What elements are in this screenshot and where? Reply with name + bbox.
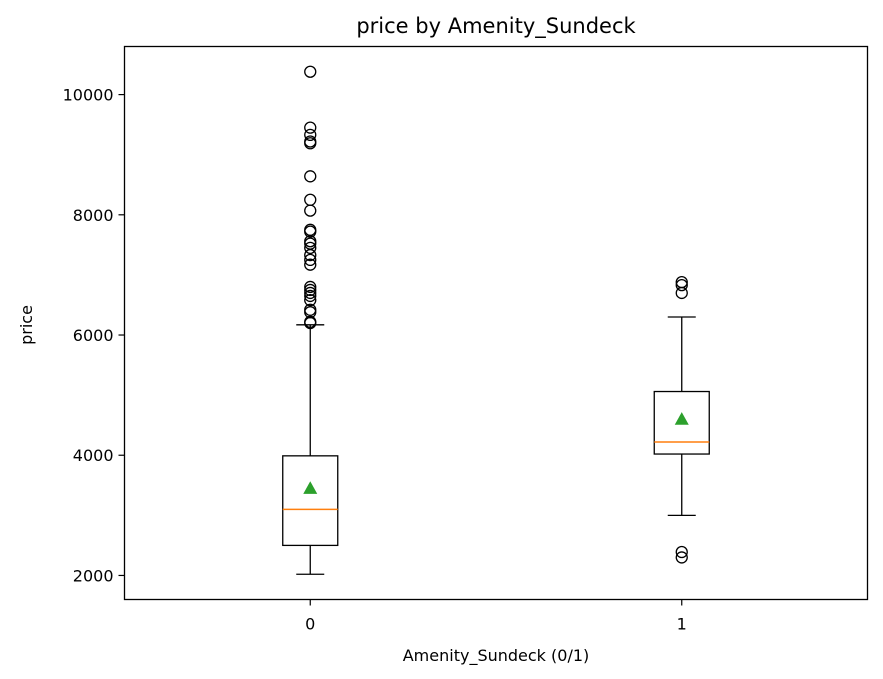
outlier-point [304,280,317,294]
y-tick-label: 4000 [73,446,114,465]
plot-area [282,65,710,575]
outlier-point [675,545,688,559]
iqr-box [282,455,339,547]
x-axis-label: Amenity_Sundeck (0/1) [403,646,590,666]
outlier-point [675,278,688,292]
outlier-point [304,128,317,142]
outlier-point [304,121,317,134]
chart-title: price by Amenity_Sundeck [356,14,636,39]
outlier-point [675,551,688,564]
outlier-point [304,253,317,267]
outlier-point [675,275,688,289]
outlier-point [304,294,317,307]
outlier-point [304,315,317,328]
y-tick-label: 6000 [73,326,114,345]
box-group-0 [282,65,339,575]
outlier-point [304,303,317,316]
outlier-point [304,65,317,78]
mean-marker [303,481,318,494]
y-tick-label: 8000 [73,206,114,225]
y-tick-label: 10000 [63,86,114,105]
outlier-point [304,135,317,148]
x-tick-label: 0 [305,615,315,634]
outlier-point [304,223,317,236]
outlier-point [304,241,317,255]
outlier-point [304,289,317,303]
outlier-point [304,258,317,271]
x-tick-label: 1 [677,615,687,634]
outlier-point [304,170,317,183]
outlier-point [304,193,317,206]
y-axis-label: price [17,305,36,345]
plot-frame [123,45,869,601]
mean-marker [674,412,689,425]
box-group-1 [653,275,710,564]
outlier-point [304,286,317,300]
outlier-point [304,283,317,297]
y-tick-label: 2000 [73,566,114,585]
